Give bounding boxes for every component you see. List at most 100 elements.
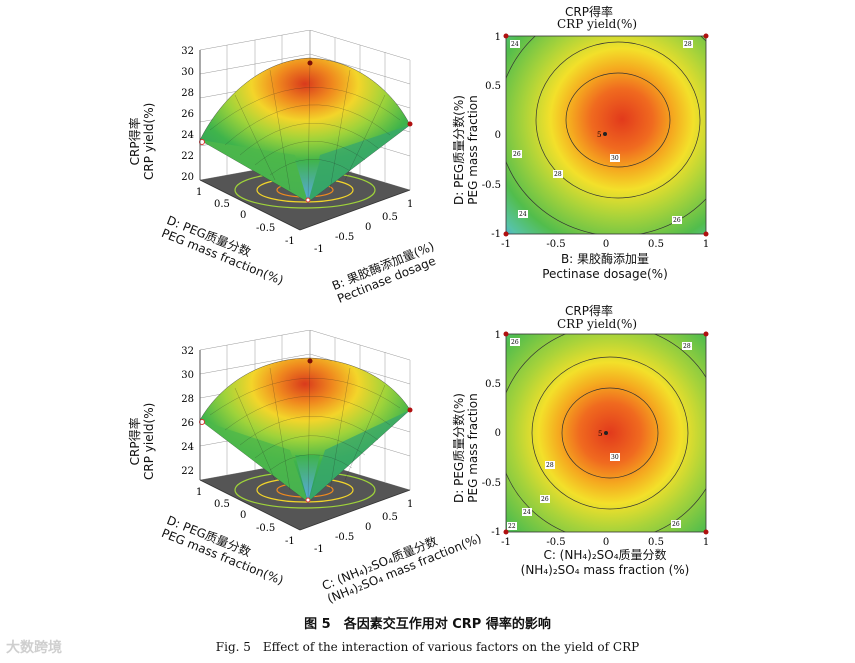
design-point-top bbox=[307, 358, 313, 364]
y-tick: 0.5 bbox=[485, 379, 501, 390]
x-tick: -1 bbox=[501, 239, 511, 250]
left-tick: -0.5 bbox=[256, 223, 275, 234]
left-tick-labels: 1 0.5 0 -0.5 -1 bbox=[196, 487, 295, 547]
right-tick: 0.5 bbox=[382, 212, 398, 223]
contour-label: 24 bbox=[519, 211, 527, 218]
x-tick: 1 bbox=[703, 239, 709, 250]
y-tick: 0.5 bbox=[485, 81, 501, 92]
contour-title-cn: CRP得率 bbox=[565, 5, 613, 19]
surface-plot-svg: 32 30 28 26 24 22 20 1 0.5 0 -0.5 -1 1 0… bbox=[181, 29, 413, 255]
y-tick: 0 bbox=[495, 130, 501, 141]
design-point-left bbox=[199, 419, 205, 425]
y-tick: 0 bbox=[495, 428, 501, 439]
center-label: 5 bbox=[598, 430, 602, 438]
surface-plot-svg: 32 30 28 26 24 22 1 0.5 0 -0.5 -1 1 0.5 … bbox=[181, 329, 413, 555]
contour-plot-top-right: CRP得率 CRP yield(%) 5 30 bbox=[440, 0, 740, 290]
y-tick: 1 bbox=[495, 32, 501, 43]
figure-caption-cn: 图 5 各因素交互作用对 CRP 得率的影响 bbox=[304, 617, 551, 632]
right-tick: 0 bbox=[365, 222, 371, 233]
y-axis-label-2: PEG mass fraction bbox=[466, 393, 480, 503]
design-point-top bbox=[307, 60, 313, 66]
right-tick-labels: 1 0.5 0 -0.5 -1 bbox=[314, 199, 413, 255]
contour-title-en: CRP yield(%) bbox=[557, 17, 638, 31]
z-tick: 28 bbox=[181, 394, 194, 405]
z-tick: 24 bbox=[181, 130, 194, 141]
z-tick: 26 bbox=[181, 418, 194, 429]
contour-label: 24 bbox=[523, 509, 531, 516]
corner-points bbox=[503, 331, 709, 535]
left-tick: -0.5 bbox=[256, 523, 275, 534]
z-tick: 32 bbox=[181, 346, 194, 357]
x-tick-labels: -1 -0.5 0 0.5 1 bbox=[501, 239, 709, 250]
z-tick: 20 bbox=[181, 172, 194, 183]
response-surface bbox=[199, 357, 411, 503]
x-tick: -1 bbox=[501, 537, 511, 548]
y-axis-label: D: PEG质量分数(%) PEG mass fraction bbox=[452, 393, 480, 503]
contour-lines bbox=[506, 36, 706, 234]
corner-points bbox=[503, 33, 709, 237]
x-tick: 1 bbox=[703, 537, 709, 548]
z-tick: 24 bbox=[181, 442, 194, 453]
center-label: 5 bbox=[597, 131, 601, 139]
right-tick: 1 bbox=[407, 499, 413, 510]
x-axis-label-1: B: 果胶酶添加量 bbox=[560, 252, 650, 266]
plot-frame bbox=[505, 333, 707, 533]
x-axis-label-1: C: (NH₄)₂SO₄质量分数 bbox=[543, 548, 667, 562]
design-point-right bbox=[407, 407, 413, 413]
z-tick-labels: 32 30 28 26 24 22 20 bbox=[181, 46, 194, 183]
right-tick-labels: 1 0.5 0 -0.5 -1 bbox=[314, 499, 413, 555]
z-tick: 28 bbox=[181, 88, 194, 99]
y-axis-label: D: PEG质量分数(%) PEG mass fraction bbox=[452, 95, 480, 205]
z-axis-label-cn: CRP得率 bbox=[128, 117, 142, 166]
right-tick: -1 bbox=[314, 244, 324, 255]
z-tick: 32 bbox=[181, 46, 194, 57]
watermark: 大数跨境 bbox=[6, 640, 62, 656]
contour-label: 28 bbox=[554, 171, 562, 178]
left-tick: 0 bbox=[240, 210, 246, 221]
contour-label: 26 bbox=[673, 217, 681, 224]
plot-frame bbox=[505, 35, 707, 235]
contour-label: 24 bbox=[511, 41, 519, 48]
z-tick: 22 bbox=[181, 151, 194, 162]
left-tick: 0.5 bbox=[214, 199, 230, 210]
right-tick: 1 bbox=[407, 199, 413, 210]
contour-label: 26 bbox=[513, 151, 521, 158]
y-tick: -0.5 bbox=[482, 180, 501, 191]
left-tick: -1 bbox=[285, 236, 295, 247]
surface-plot-top-left: 32 30 28 26 24 22 20 1 0.5 0 -0.5 -1 1 0… bbox=[128, 29, 438, 306]
x-tick-labels: -1 -0.5 0 0.5 1 bbox=[501, 537, 709, 548]
contour-label: 22 bbox=[508, 523, 516, 530]
figure-caption-en: Fig. 5 Effect of the interaction of vari… bbox=[215, 640, 640, 654]
x-tick: 0.5 bbox=[648, 239, 664, 250]
design-point-right bbox=[407, 121, 413, 127]
contour-title-en: CRP yield(%) bbox=[557, 317, 638, 331]
contour-label: 28 bbox=[684, 41, 692, 48]
axes bbox=[199, 50, 411, 231]
right-tick: 0 bbox=[365, 522, 371, 533]
right-tick: 0.5 bbox=[382, 512, 398, 523]
right-tick: -0.5 bbox=[335, 232, 354, 243]
y-tick: -1 bbox=[491, 527, 501, 538]
contour-label: 30 bbox=[611, 155, 619, 162]
x-tick: 0 bbox=[603, 239, 609, 250]
design-point-bottom bbox=[305, 197, 311, 203]
contour-label: 26 bbox=[511, 339, 519, 346]
y-tick: -1 bbox=[491, 229, 501, 240]
y-tick-labels: 1 0.5 0 -0.5 -1 bbox=[482, 32, 501, 240]
design-point-bottom bbox=[305, 497, 311, 503]
left-tick: 0 bbox=[240, 510, 246, 521]
contour-lines bbox=[506, 334, 706, 532]
z-tick: 30 bbox=[181, 67, 194, 78]
y-axis-label-2: PEG mass fraction bbox=[466, 95, 480, 205]
z-axis-label: CRP得率 CRP yield(%) bbox=[128, 403, 156, 480]
left-tick: -1 bbox=[285, 536, 295, 547]
x-tick: 0.5 bbox=[648, 537, 664, 548]
left-tick: 0.5 bbox=[214, 499, 230, 510]
y-tick: 1 bbox=[495, 330, 501, 341]
x-axis-label: C: (NH₄)₂SO₄质量分数 (NH₄)₂SO₄ mass fraction… bbox=[510, 548, 700, 578]
y-tick: -0.5 bbox=[482, 478, 501, 489]
x-tick: 0 bbox=[603, 537, 609, 548]
axes bbox=[199, 350, 411, 531]
contour-label: 26 bbox=[541, 496, 549, 503]
contour-labels: 30 28 26 24 24 28 26 bbox=[510, 40, 693, 224]
